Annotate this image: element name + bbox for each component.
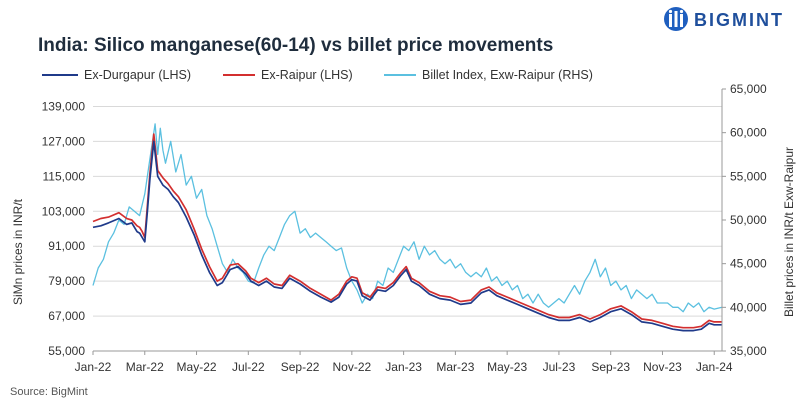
x-tick-label: Jan-24 <box>696 360 733 374</box>
y-left-tick-label: 103,000 <box>42 204 86 218</box>
y-right-tick-label: 50,000 <box>730 213 767 227</box>
series-layer <box>92 123 723 332</box>
x-tick-label: Jul-23 <box>543 360 576 374</box>
y-left-tick-label: 127,000 <box>42 134 86 148</box>
legend: Ex-Durgapur (LHS) Ex-Raipur (LHS) Billet… <box>42 68 593 82</box>
y-left-tick-label: 79,000 <box>48 274 85 288</box>
x-tick-label: Sep-23 <box>591 360 630 374</box>
x-tick-label: Jan-22 <box>75 360 112 374</box>
y-left-tick-label: 91,000 <box>48 239 85 253</box>
y-left-tick-label: 139,000 <box>42 99 86 113</box>
brand-name: BIGMINT <box>694 10 784 30</box>
y-right-axis-title: Billet prices in INR/t Exw-Raipur <box>782 147 796 317</box>
x-tick-label: Jan-23 <box>385 360 422 374</box>
bigmint-logo-icon <box>664 7 688 31</box>
x-tick-label: Mar-23 <box>436 360 474 374</box>
x-tick-label: May-22 <box>177 360 217 374</box>
y-left-tick-label: 115,000 <box>43 169 86 183</box>
x-tick-label: Nov-22 <box>333 360 372 374</box>
legend-label-billet: Billet Index, Exw-Raipur (RHS) <box>422 68 593 82</box>
y-left-tick-label: 55,000 <box>48 344 85 358</box>
legend-label-durgapur: Ex-Durgapur (LHS) <box>84 68 191 82</box>
series-line-billet <box>92 123 723 313</box>
x-tick-label: Nov-23 <box>643 360 682 374</box>
x-tick-label: Jul-22 <box>232 360 265 374</box>
x-tick-label: Sep-22 <box>281 360 320 374</box>
y-right-tick-label: 45,000 <box>730 257 767 271</box>
y-right-tick-label: 55,000 <box>730 169 767 183</box>
x-tick-label: Mar-22 <box>126 360 164 374</box>
y-right-tick-label: 60,000 <box>730 126 767 140</box>
chart-title: India: Silico manganese(60-14) vs billet… <box>38 35 553 56</box>
legend-label-raipur: Ex-Raipur (LHS) <box>261 68 353 82</box>
y-right-tick-label: 35,000 <box>730 344 767 358</box>
brand-logo: BIGMINT <box>664 7 784 31</box>
gridlines <box>93 105 722 352</box>
y-left-tick-label: 67,000 <box>48 309 85 323</box>
source-note: Source: BigMint <box>10 386 88 398</box>
y-right-tick-label: 65,000 <box>730 82 767 96</box>
series-line-raipur <box>92 133 722 329</box>
series-line-durgapur <box>92 140 722 332</box>
x-tick-label: May-23 <box>487 360 527 374</box>
axes-layer: 55,000 67,000 79,000 91,000 103,000 115,000 12… <box>42 82 767 374</box>
y-left-axis-title: SiMn prices in INR/t <box>11 198 25 305</box>
y-right-tick-label: 40,000 <box>730 300 767 314</box>
